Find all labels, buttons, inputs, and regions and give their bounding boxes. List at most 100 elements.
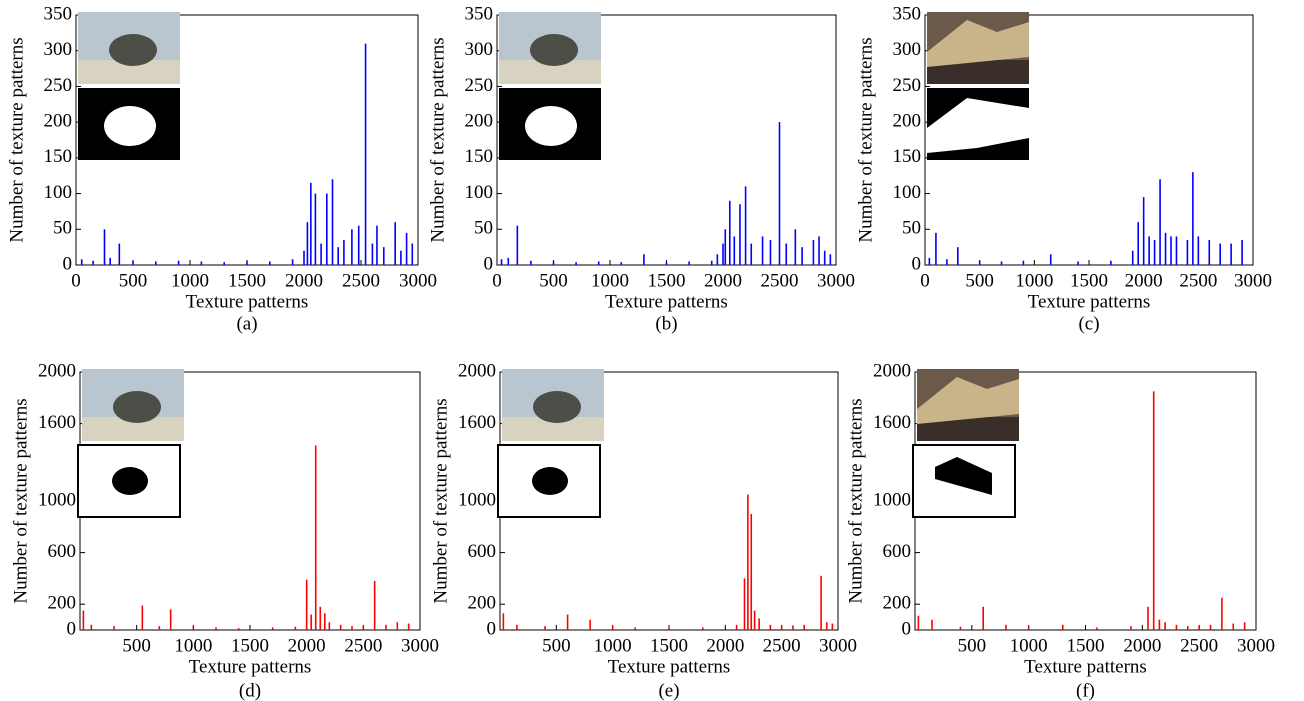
y-axis-label: Number of texture patterns: [855, 37, 876, 242]
y-tick-label: 2000: [458, 360, 496, 381]
chart-panel: 0 50 100 150 200 250 300 350 0 500 1000 1500 2000 250…: [427, 3, 855, 334]
y-tick-label: 0: [902, 618, 912, 639]
x-tick-label: 0: [71, 270, 81, 291]
x-tick-label: 1000: [1010, 635, 1048, 656]
inset-photo-elephant: [530, 34, 578, 66]
x-tick-label: 3000: [401, 635, 439, 656]
y-tick-label: 1600: [458, 412, 496, 433]
y-tick-label: 1600: [873, 412, 911, 433]
chart-panel: 0 200 600 1000 1600 2000 500 1000 1500 2000 2500 30…: [845, 360, 1275, 701]
x-tick-label: 2000: [285, 270, 323, 291]
y-tick-label: 600: [468, 541, 497, 562]
x-tick-label: 2000: [704, 270, 742, 291]
chart-panel: 0 50 100 150 200 250 300 350 0 500 1000 1500 2000 250…: [855, 3, 1272, 334]
inset-mask-shape: [532, 467, 568, 495]
x-axis-label: Texture patterns: [605, 291, 728, 312]
panel-caption: (e): [658, 680, 679, 701]
y-tick-label: 1600: [38, 412, 76, 433]
inset-photo-mountain: [927, 20, 1029, 67]
y-tick-label: 0: [912, 253, 922, 274]
x-tick-label: 2000: [288, 635, 326, 656]
inset-photo-elephant: [113, 391, 161, 423]
x-axis-label: Texture patterns: [186, 291, 309, 312]
chart-panel: 0 50 100 150 200 250 300 350 0 500 1000 1500 2000 250…: [6, 3, 437, 334]
y-tick-label: 300: [893, 39, 922, 60]
y-tick-label: 600: [48, 541, 77, 562]
y-tick-label: 150: [465, 146, 494, 167]
y-tick-label: 100: [893, 182, 922, 203]
inset-photo-mountain: [917, 377, 1019, 424]
x-tick-label: 500: [542, 635, 571, 656]
x-tick-label: 1000: [591, 270, 629, 291]
x-tick-label: 2500: [1180, 635, 1218, 656]
y-tick-label: 50: [902, 218, 921, 239]
y-tick-label: 0: [63, 253, 73, 274]
inset-mask-shape: [935, 457, 992, 495]
y-tick-label: 300: [44, 39, 73, 60]
chart-panel: 0 200 600 1000 1600 2000 500 1000 1500 2000 2500 30…: [10, 360, 439, 701]
panel-caption: (d): [239, 680, 261, 701]
x-tick-label: 2500: [1179, 270, 1217, 291]
y-tick-label: 250: [465, 75, 494, 96]
panel-caption: (a): [236, 313, 257, 334]
x-tick-label: 3000: [819, 635, 857, 656]
y-tick-label: 0: [487, 618, 497, 639]
y-tick-label: 300: [465, 39, 494, 60]
x-tick-label: 1000: [1015, 270, 1053, 291]
x-tick-label: 500: [119, 270, 148, 291]
x-tick-label: 2500: [344, 635, 382, 656]
inset-mask-shape: [525, 106, 577, 146]
y-tick-label: 200: [48, 593, 77, 614]
y-axis-label: Number of texture patterns: [10, 398, 31, 603]
y-tick-label: 150: [44, 146, 73, 167]
y-tick-label: 100: [44, 182, 73, 203]
x-tick-label: 1500: [231, 635, 269, 656]
inset-mask-shape: [112, 467, 148, 495]
y-tick-label: 200: [465, 111, 494, 132]
x-tick-label: 3000: [1237, 635, 1275, 656]
y-tick-label: 350: [893, 3, 922, 24]
y-axis-label: Number of texture patterns: [427, 37, 448, 242]
y-tick-label: 50: [474, 218, 493, 239]
y-tick-label: 50: [53, 218, 72, 239]
x-axis-label: Texture patterns: [189, 656, 312, 677]
y-tick-label: 2000: [38, 360, 76, 381]
y-tick-label: 350: [465, 3, 494, 24]
y-tick-label: 1000: [38, 489, 76, 510]
x-axis-label: Texture patterns: [608, 656, 731, 677]
inset-photo-elephant: [533, 391, 581, 423]
x-tick-label: 2000: [1123, 635, 1161, 656]
x-tick-label: 500: [965, 270, 994, 291]
panel-caption: (b): [655, 313, 677, 334]
panel-caption: (f): [1076, 680, 1095, 701]
y-tick-label: 250: [44, 75, 73, 96]
x-axis-label: Texture patterns: [1028, 291, 1151, 312]
x-tick-label: 3000: [817, 270, 855, 291]
y-tick-label: 100: [465, 182, 494, 203]
x-tick-label: 1000: [174, 635, 212, 656]
inset-photo-elephant: [109, 34, 157, 66]
x-tick-label: 1500: [1070, 270, 1108, 291]
y-tick-label: 0: [484, 253, 494, 274]
x-tick-label: 500: [539, 270, 568, 291]
y-tick-label: 200: [883, 593, 912, 614]
y-axis-label: Number of texture patterns: [6, 37, 27, 242]
y-tick-label: 2000: [873, 360, 911, 381]
x-tick-label: 1500: [650, 635, 688, 656]
panel-caption: (c): [1078, 313, 1099, 334]
y-tick-label: 1000: [873, 489, 911, 510]
x-tick-label: 1500: [228, 270, 266, 291]
x-axis-label: Texture patterns: [1024, 656, 1147, 677]
x-tick-label: 0: [492, 270, 502, 291]
y-tick-label: 200: [468, 593, 497, 614]
y-axis-label: Number of texture patterns: [845, 398, 866, 603]
x-tick-label: 1500: [1067, 635, 1105, 656]
inset-mask-shape: [927, 98, 1029, 153]
x-tick-label: 2000: [1125, 270, 1163, 291]
x-tick-label: 2500: [342, 270, 380, 291]
y-tick-label: 150: [893, 146, 922, 167]
x-tick-label: 3000: [399, 270, 437, 291]
x-tick-label: 2500: [761, 270, 799, 291]
y-tick-label: 1000: [458, 489, 496, 510]
